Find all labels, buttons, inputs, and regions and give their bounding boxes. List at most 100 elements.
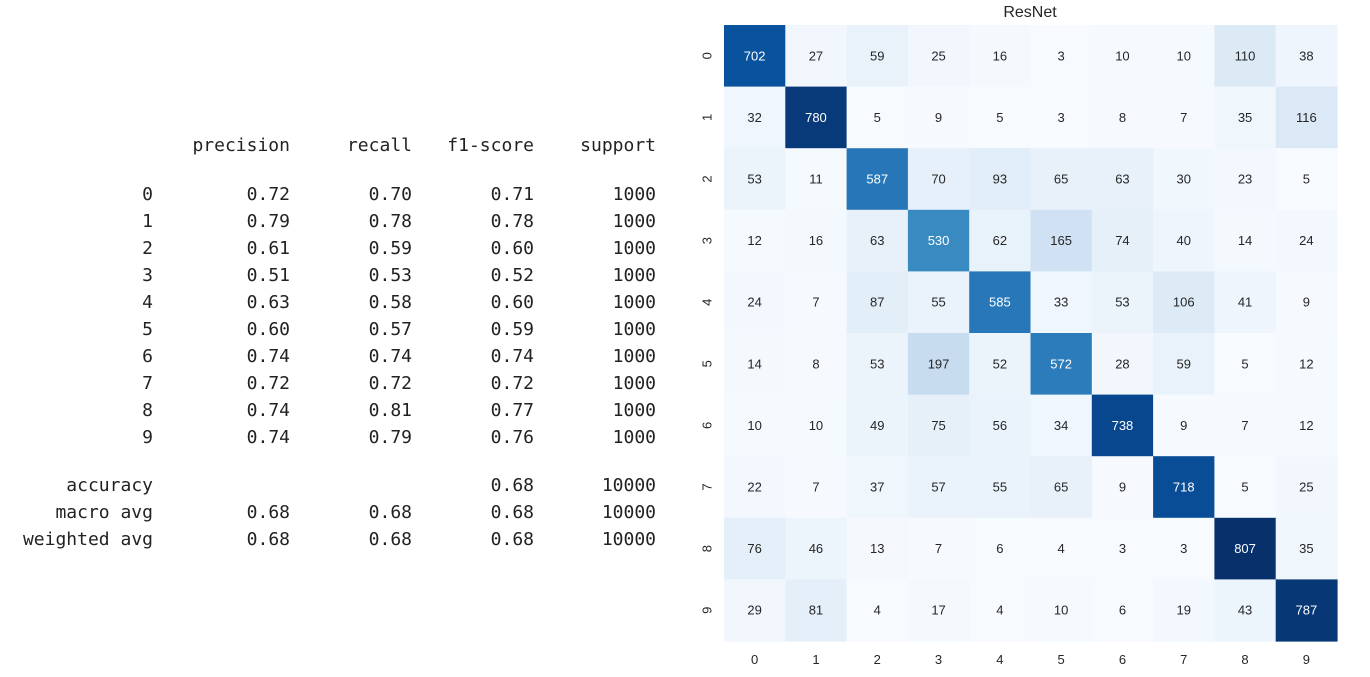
heatmap-cell-label: 16 [993,48,1007,63]
x-tick-label: 6 [1119,652,1126,667]
report-support: 1000 [612,211,656,232]
report-f1-score: 0.52 [490,265,534,286]
heatmap-cell-label: 10 [747,418,761,433]
heatmap-cell-label: 116 [1296,110,1317,125]
heatmap-cell [1153,579,1215,642]
report-f1-score: 0.78 [490,211,534,232]
heatmap-cell-label: 56 [993,418,1007,433]
heatmap-cell-label: 13 [870,541,884,556]
y-tick-label: 1 [699,114,714,121]
heatmap-cell [1214,209,1277,272]
x-tick-label: 7 [1180,652,1187,667]
heatmap-cell-label: 29 [747,603,761,618]
heatmap-cell [969,456,1032,519]
heatmap-cell-label: 5 [874,110,881,125]
report-header-f1: f1-score [447,135,534,156]
report-precision: 0.74 [246,400,290,421]
heatmap-cell-label: 52 [993,356,1007,371]
report-f1-score: 0.60 [490,292,534,313]
heatmap-cell-label: 738 [1112,418,1134,433]
heatmap-cell-label: 587 [866,172,888,187]
x-tick-label: 2 [874,652,881,667]
heatmap-cell-label: 28 [1115,356,1129,371]
heatmap-cell [1091,579,1154,642]
report-row-label: 1 [142,211,153,232]
heatmap-cell [846,456,909,519]
heatmap-cell-label: 585 [989,295,1011,310]
report-precision: 0.61 [246,238,290,259]
report-precision: 0.60 [246,319,290,340]
heatmap-cell [1275,271,1338,334]
heatmap-cell [969,333,1032,396]
x-tick-label: 5 [1058,652,1065,667]
heatmap-cell-label: 5 [1241,480,1248,495]
report-row-label: 8 [142,400,153,421]
heatmap-cell [907,579,970,642]
heatmap-cell [1153,25,1215,88]
heatmap-cell [846,394,909,457]
heatmap-cell [1214,25,1277,88]
report-support: 1000 [612,427,656,448]
report-f1-score: 0.60 [490,238,534,259]
heatmap-cell [1214,333,1277,396]
heatmap-cell-label: 35 [1299,541,1313,556]
heatmap-cell [1091,456,1154,519]
heatmap-cell-label: 70 [931,172,945,187]
heatmap-cell [724,25,786,88]
y-tick-label: 0 [699,52,714,59]
heatmap-cell [1275,456,1338,519]
y-tick-label: 2 [699,175,714,182]
heatmap-cell-label: 74 [1115,233,1129,248]
heatmap-cell-label: 6 [1119,603,1126,618]
report-support: 1000 [612,319,656,340]
heatmap-cell-label: 7 [935,541,942,556]
heatmap-cell [1214,394,1277,457]
heatmap-cell-label: 62 [993,233,1007,248]
heatmap-cell [846,517,909,580]
heatmap-cell [1153,209,1215,272]
heatmap-cell [724,579,786,642]
heatmap-cell-label: 75 [931,418,945,433]
heatmap-cell-label: 4 [1058,541,1065,556]
heatmap-cell [1091,333,1154,396]
report-precision: 0.51 [246,265,290,286]
heatmap-cell-label: 780 [805,110,827,125]
heatmap-cell [907,333,970,396]
heatmap-cell [969,394,1032,457]
heatmap-cell-label: 87 [870,295,884,310]
heatmap-cell-label: 81 [809,603,823,618]
report-recall: 0.58 [368,292,412,313]
report-precision: 0.72 [246,373,290,394]
heatmap-cell [1030,148,1093,211]
heatmap-cell [1275,209,1338,272]
heatmap-cell [785,148,848,211]
heatmap-cell [1153,148,1215,211]
heatmap-cell-label: 27 [809,48,823,63]
heatmap-cell [969,148,1032,211]
heatmap-cell [1214,517,1277,580]
heatmap-cell-label: 34 [1054,418,1068,433]
heatmap-cell-label: 4 [874,603,881,618]
heatmap-cell-label: 59 [870,48,884,63]
heatmap-cell [969,517,1032,580]
report-recall: 0.81 [368,400,412,421]
report-recall: 0.78 [368,211,412,232]
heatmap-cell [1030,271,1093,334]
heatmap-cell [1153,394,1215,457]
report-recall: 0.57 [368,319,412,340]
y-tick-label: 3 [699,237,714,244]
heatmap-cell-label: 59 [1177,356,1191,371]
heatmap-cell [785,579,848,642]
heatmap-cell [846,209,909,272]
report-support: 10000 [601,502,656,523]
heatmap-cell-label: 43 [1238,603,1252,618]
heatmap-cell [1030,333,1093,396]
report-row-label: 0 [142,184,153,205]
heatmap-cell-label: 32 [747,110,761,125]
heatmap-cell [1153,86,1215,149]
report-recall: 0.53 [368,265,412,286]
heatmap-cell-label: 41 [1238,295,1252,310]
heatmap-cell [785,209,848,272]
heatmap-cell [785,517,848,580]
